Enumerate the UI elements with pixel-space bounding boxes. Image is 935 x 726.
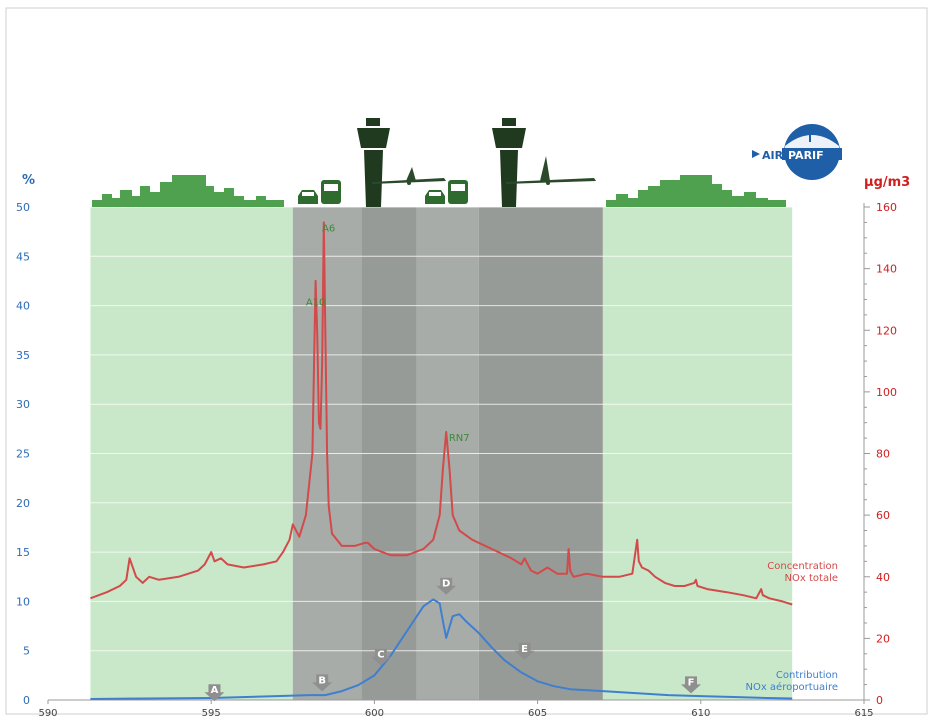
logo-arrow-icon xyxy=(752,150,760,158)
marker-arrow-icon xyxy=(204,684,225,702)
sampling-marker-icon: C xyxy=(370,648,391,666)
logo-suffix: PARIF xyxy=(788,149,824,162)
series-line-1 xyxy=(90,598,793,700)
sampling-marker-icon: A xyxy=(204,684,225,702)
city-skyline-icon xyxy=(92,175,284,207)
gridlines xyxy=(48,206,864,652)
peak-label: RN7 xyxy=(449,433,470,444)
marker-arrow-icon xyxy=(681,676,702,694)
left-tick-label: 25 xyxy=(16,448,30,461)
marker-arrow-icon xyxy=(370,648,391,666)
marker-label: E xyxy=(521,644,528,655)
right-tick-label: 20 xyxy=(876,632,890,645)
right-tick-label: 100 xyxy=(876,386,897,399)
left-tick-label: 10 xyxy=(16,595,30,608)
car-icon xyxy=(298,190,318,204)
sampling-markers: A B C D E F xyxy=(204,577,702,702)
peak-label: A10 xyxy=(306,298,326,309)
car-icon xyxy=(425,190,445,204)
left-tick-label: 40 xyxy=(16,300,30,313)
peak-annotations: A10 A6 RN7 xyxy=(306,224,470,445)
series-lines xyxy=(90,221,793,700)
right-tick-label: 0 xyxy=(876,694,883,707)
airparif-logo: AIR PARIF xyxy=(752,124,842,180)
sampling-marker-icon: B xyxy=(312,674,333,692)
airplane-icon xyxy=(506,156,596,185)
peak-label: A6 xyxy=(322,224,335,235)
left-tick-label: 45 xyxy=(16,250,30,263)
right-axis-unit: µg/m3 xyxy=(864,175,910,190)
control-tower-icon xyxy=(357,118,390,207)
x-tick-label: 590 xyxy=(38,708,57,719)
right-tick-label: 160 xyxy=(876,201,897,214)
marker-label: B xyxy=(318,675,326,686)
airplane-icon xyxy=(372,167,446,185)
city-skyline-icon xyxy=(606,175,786,207)
marker-label: C xyxy=(377,650,384,661)
left-tick-label: 5 xyxy=(23,645,30,658)
left-tick-label: 0 xyxy=(23,694,30,707)
left-tick-label: 15 xyxy=(16,546,30,559)
left-tick-label: 30 xyxy=(16,398,30,411)
series-line-0 xyxy=(90,221,793,606)
x-tick-label: 600 xyxy=(365,708,384,719)
marker-label: F xyxy=(688,677,695,688)
x-tick-label: 610 xyxy=(691,708,710,719)
right-tick-label: 140 xyxy=(876,263,897,276)
left-tick-label: 20 xyxy=(16,497,30,510)
bus-icon xyxy=(321,180,341,204)
left-tick-label: 50 xyxy=(16,201,30,214)
axes: 590 595 600 605 610 61505101520253035404550%0… xyxy=(16,173,910,719)
sampling-marker-icon: F xyxy=(681,676,702,694)
series-label-nox-airport: NOx aéroportuaire xyxy=(745,681,838,693)
marker-label: D xyxy=(442,579,450,590)
x-tick-label: 595 xyxy=(202,708,221,719)
left-tick-label: 35 xyxy=(16,349,30,362)
sampling-marker-icon: D xyxy=(436,577,457,595)
sampling-marker-icon: E xyxy=(514,642,535,660)
right-tick-label: 40 xyxy=(876,571,890,584)
x-tick-label: 615 xyxy=(854,708,873,719)
series-label-nox-airport: Contribution xyxy=(776,670,838,681)
marker-arrow-icon xyxy=(514,642,535,660)
marker-label: A xyxy=(211,685,219,696)
marker-arrow-icon xyxy=(436,577,457,595)
series-label-nox-total: NOx totale xyxy=(785,573,838,584)
left-axis-unit: % xyxy=(22,173,35,188)
right-tick-label: 80 xyxy=(876,448,890,461)
marker-arrow-icon xyxy=(312,674,333,692)
logo-prefix: AIR xyxy=(762,149,784,162)
bus-icon xyxy=(448,180,468,204)
series-label-nox-total: Concentration xyxy=(767,561,838,572)
right-tick-label: 120 xyxy=(876,324,897,337)
control-tower-icon xyxy=(492,118,526,207)
x-tick-label: 605 xyxy=(528,708,547,719)
right-tick-label: 60 xyxy=(876,509,890,522)
illustration-strip xyxy=(92,118,786,207)
